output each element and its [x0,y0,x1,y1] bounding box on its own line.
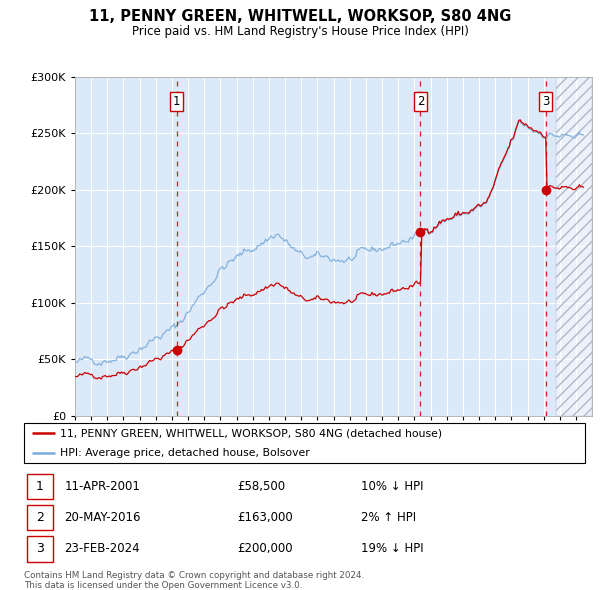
Text: 3: 3 [36,542,44,555]
Text: 11-APR-2001: 11-APR-2001 [64,480,140,493]
Text: 11, PENNY GREEN, WHITWELL, WORKSOP, S80 4NG: 11, PENNY GREEN, WHITWELL, WORKSOP, S80 … [89,9,511,24]
Bar [556,77,592,416]
Text: 10% ↓ HPI: 10% ↓ HPI [361,480,423,493]
Text: 1: 1 [36,480,44,493]
Text: 23-FEB-2024: 23-FEB-2024 [64,542,140,555]
Text: 20-MAY-2016: 20-MAY-2016 [64,511,141,525]
Text: 3: 3 [542,95,550,108]
Text: This data is licensed under the Open Government Licence v3.0.: This data is licensed under the Open Gov… [24,581,302,589]
Text: 2: 2 [417,95,424,108]
Text: 11, PENNY GREEN, WHITWELL, WORKSOP, S80 4NG (detached house): 11, PENNY GREEN, WHITWELL, WORKSOP, S80 … [61,428,443,438]
Bar [27,505,53,530]
Text: £200,000: £200,000 [237,542,293,555]
Bar [27,536,53,562]
Text: 1: 1 [173,95,181,108]
Text: £58,500: £58,500 [237,480,286,493]
Text: Price paid vs. HM Land Registry's House Price Index (HPI): Price paid vs. HM Land Registry's House … [131,25,469,38]
Bar [556,77,592,416]
Text: HPI: Average price, detached house, Bolsover: HPI: Average price, detached house, Bols… [61,448,310,458]
Text: £163,000: £163,000 [237,511,293,525]
Text: 2% ↑ HPI: 2% ↑ HPI [361,511,416,525]
Bar [27,474,53,499]
Text: 19% ↓ HPI: 19% ↓ HPI [361,542,423,555]
Text: 2: 2 [36,511,44,525]
Text: Contains HM Land Registry data © Crown copyright and database right 2024.: Contains HM Land Registry data © Crown c… [24,571,364,580]
